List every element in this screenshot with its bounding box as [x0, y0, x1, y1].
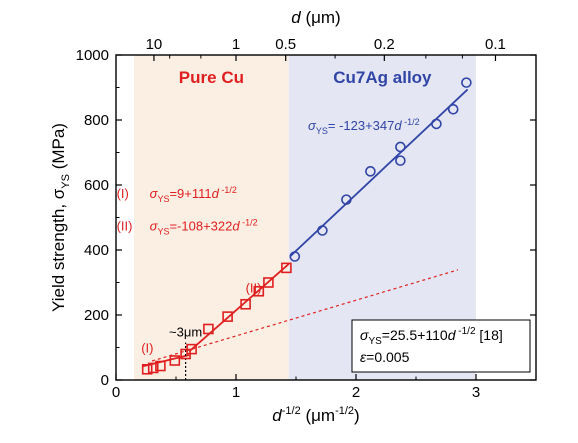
legend-sigma: σ: [360, 327, 369, 343]
data-point-cu7ag: [365, 166, 376, 177]
x-axis-title-unit-exp: -1/2: [335, 405, 354, 417]
y-axis-title-unit: (MPa): [49, 123, 68, 174]
legend-ref: [18]: [476, 327, 503, 343]
data-point-pure-cu: [253, 285, 265, 297]
data-point-cu7ag: [395, 141, 406, 153]
x-axis-title-unit: (μm: [301, 406, 335, 425]
fit-line-2: [289, 88, 469, 258]
data-point-pure-cu: [281, 262, 292, 274]
legend-epsilon: ε: [360, 349, 367, 365]
equation-prefix: (II): [117, 219, 133, 234]
top-axis-title: d (μm): [291, 8, 340, 27]
regime-label: (I): [141, 341, 153, 356]
top-tick-label: 1: [232, 36, 240, 53]
x-tick-label: 1: [232, 384, 240, 401]
data-point-cu7ag: [395, 155, 406, 166]
equation-body: =-108+322: [169, 219, 232, 234]
legend-strain-value: =0.005: [366, 349, 409, 365]
equation-exp: -1/2: [240, 218, 258, 228]
x-tick-label: 3: [472, 384, 480, 401]
legend-sub: YS: [368, 336, 382, 347]
equation-sigma: σ: [150, 186, 159, 201]
equation-cu-eq-1: σYS=9+111d -1/2: [150, 185, 237, 204]
equation-sub: YS: [316, 126, 328, 136]
x-tick-label: 0: [112, 384, 120, 401]
y-tick-label: 0: [101, 372, 109, 389]
region-pure-cu: [134, 55, 289, 380]
data-point-cu7ag: [341, 194, 352, 205]
y-axis-title-sub: YS: [60, 174, 72, 189]
data-markers: [141, 77, 472, 375]
data-point-cu7ag: [317, 225, 328, 236]
reference-legend-box: [351, 319, 531, 373]
top-tick-label: 10: [146, 36, 163, 53]
hall-petch-reference-line: [151, 269, 459, 362]
equation-body: = -123+347: [328, 118, 395, 133]
y-tick-label: 800: [84, 112, 109, 129]
region-backgrounds: [134, 55, 476, 380]
data-point-cu7ag: [461, 77, 472, 88]
top-axis-title-unit: (μm): [301, 8, 341, 27]
data-point-pure-cu: [141, 363, 153, 375]
region-label-cu7ag-alloy: Cu7Ag alloy: [333, 68, 432, 87]
data-point-pure-cu: [186, 343, 197, 355]
y-axis-title-base: Yield strength, σ: [49, 188, 68, 312]
equation-d: d: [232, 219, 240, 234]
region-label-pure-cu: Pure Cu: [179, 68, 244, 87]
legend-exp: -1/2: [456, 326, 476, 337]
top-tick-label: 0.1: [485, 36, 506, 53]
data-point-pure-cu: [155, 360, 166, 372]
equation-prefix: (I): [117, 186, 129, 201]
legend-d: d: [448, 327, 457, 343]
data-point-pure-cu: [240, 298, 251, 310]
equation-ag-eq: σYS= -123+347d -1/2: [308, 117, 420, 136]
x-axis-title-close: ): [354, 406, 360, 425]
x-axis-title-exp: -1/2: [282, 405, 301, 417]
y-tick-label: 600: [84, 177, 109, 194]
top-tick-label: 0.5: [275, 36, 296, 53]
x-axis-title: d-1/2 (μm-1/2): [272, 405, 359, 425]
equation-exp: -1/2: [219, 185, 237, 195]
regime-label: (II): [246, 280, 262, 295]
data-point-cu7ag: [289, 251, 301, 262]
data-point-pure-cu: [263, 277, 274, 288]
legend-body: =25.5+110: [382, 327, 448, 343]
data-point-pure-cu: [222, 311, 233, 322]
cutoff-label: ~3μm: [169, 325, 202, 340]
x-axis-title-d: d: [272, 406, 282, 425]
equation-sigma: σ: [150, 219, 159, 234]
equation-exp: -1/2: [402, 117, 420, 127]
data-point-pure-cu: [203, 323, 214, 335]
data-point-pure-cu: [147, 362, 159, 374]
y-tick-label: 400: [84, 242, 109, 259]
y-tick-label: 1000: [76, 47, 109, 64]
data-point-cu7ag: [431, 118, 442, 130]
equation-cu-eq-2: σYS=-108+322d -1/2: [150, 218, 258, 237]
equation-d: d: [394, 118, 402, 133]
equation-d: d: [212, 186, 220, 201]
legend-line-1: σYS=25.5+110d -1/2 [18]: [360, 326, 503, 347]
equation-sub: YS: [157, 194, 169, 204]
data-point-pure-cu: [169, 355, 181, 366]
equation-sub: YS: [157, 227, 169, 237]
equation-sigma: σ: [308, 118, 317, 133]
equation-body: =9+111: [169, 186, 211, 201]
data-point-cu7ag: [447, 103, 459, 115]
chart-text: Pure Cu Cu7Ag alloy ~3μm (I) (II) σYS=9+111d …: [117, 68, 531, 373]
y-tick-label: 200: [84, 307, 109, 324]
top-axis-title-d: d: [291, 8, 301, 27]
legend-line-2: ε=0.005: [360, 349, 410, 365]
y-axis-title: Yield strength, σYS (MPa): [49, 123, 72, 312]
x-tick-label: 2: [352, 384, 360, 401]
top-tick-label: 0.2: [374, 36, 395, 53]
